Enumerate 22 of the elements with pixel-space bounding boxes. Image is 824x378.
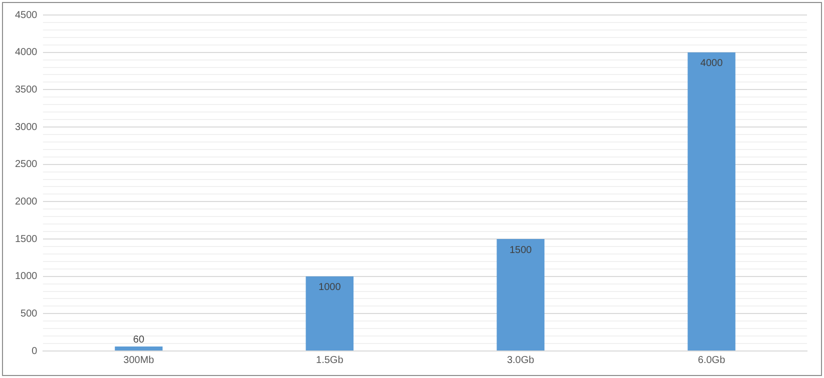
x-tick-label: 6.0Gb: [698, 354, 726, 366]
data-label: 1000: [318, 282, 342, 294]
data-label: 60: [133, 334, 145, 346]
y-tick-label: 500: [20, 308, 38, 320]
bar: [496, 239, 544, 350]
y-tick-label: 4500: [14, 10, 38, 21]
y-tick-label: 3500: [14, 84, 38, 96]
x-tick-label: 3.0Gb: [506, 354, 535, 366]
y-tick-label: 1000: [14, 271, 38, 282]
x-tick-label: 300Mb: [123, 354, 154, 366]
bar: [114, 346, 163, 350]
y-tick-label: 2500: [14, 159, 38, 170]
y-tick-label: 1500: [14, 234, 38, 245]
bar: [688, 52, 736, 350]
y-tick-label: 3000: [14, 122, 38, 133]
y-tick-label: 4000: [14, 47, 38, 58]
x-tick-label: 1.5Gb: [316, 354, 344, 366]
data-label: 4000: [700, 58, 724, 70]
y-tick-label: 2000: [14, 196, 38, 208]
bar: [306, 276, 354, 350]
y-tick-label: 0: [32, 346, 38, 357]
data-label: 1500: [509, 244, 532, 256]
